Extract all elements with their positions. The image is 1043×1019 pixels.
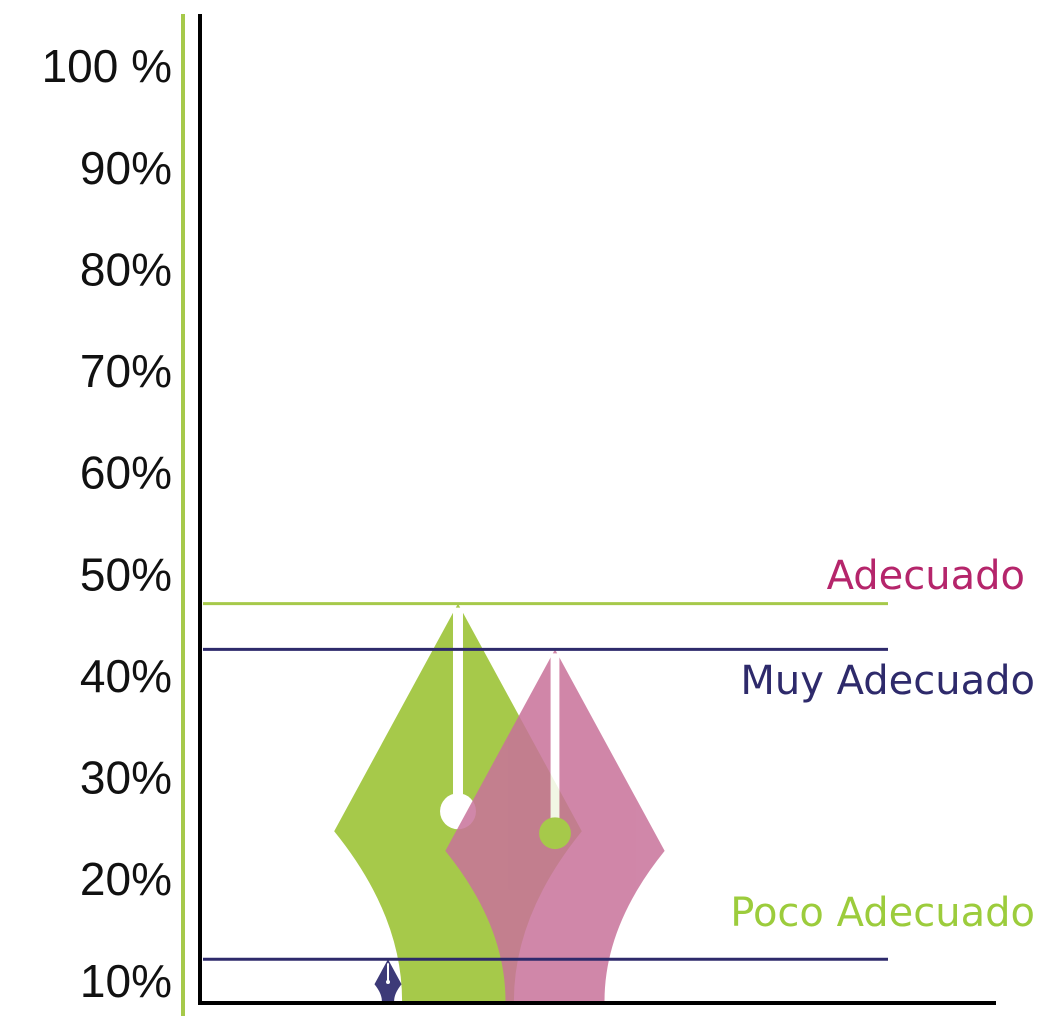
y-tick-label: 90% xyxy=(80,142,172,194)
y-tick-label: 70% xyxy=(80,345,172,397)
y-tick-label: 100 % xyxy=(42,40,172,92)
y-tick-label: 30% xyxy=(80,752,172,804)
legend-label: Poco Adecuado xyxy=(730,890,1035,936)
y-tick-label: 10% xyxy=(80,955,172,1007)
legend-label: Adecuado xyxy=(827,553,1025,599)
y-tick-label: 50% xyxy=(80,548,172,600)
y-tick-label: 20% xyxy=(80,853,172,905)
pen xyxy=(445,649,665,1001)
pen-hole xyxy=(539,817,571,850)
y-tick-label: 40% xyxy=(80,650,172,702)
legend-label: Muy Adecuado xyxy=(740,658,1035,704)
pen xyxy=(374,959,402,1001)
y-tick-label: 80% xyxy=(80,243,172,295)
pen-hole xyxy=(386,980,390,985)
y-tick-label: 60% xyxy=(80,447,172,499)
